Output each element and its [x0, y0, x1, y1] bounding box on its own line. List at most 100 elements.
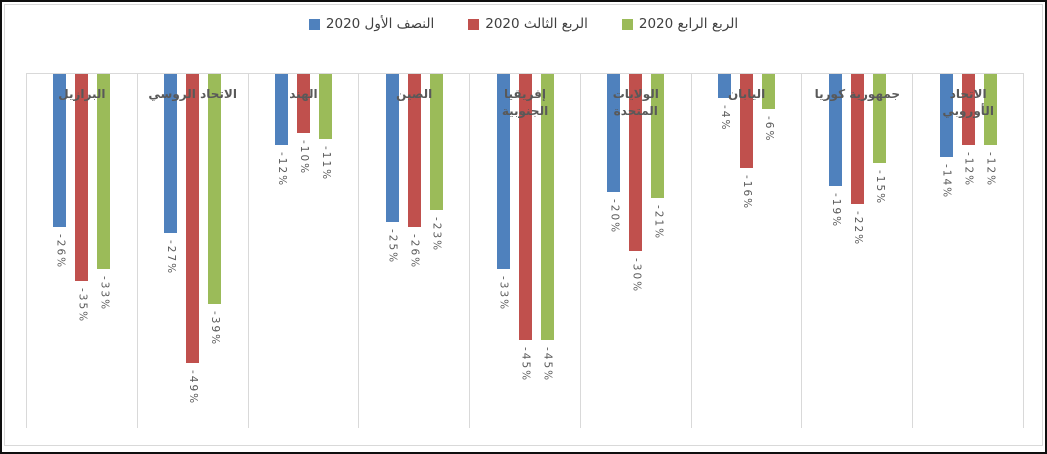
bar-value-label: -21% — [652, 205, 665, 241]
bar[interactable] — [186, 74, 200, 363]
legend-label: الربع الرابع 2020 — [638, 16, 739, 32]
bar-group: -22% — [850, 74, 864, 247]
bar-cluster: -25% -26% -23% — [359, 74, 469, 428]
category-label: الهند — [289, 87, 318, 101]
bar-cluster: -33% -45% -45% — [470, 74, 580, 428]
bar-group: -11% — [318, 74, 332, 182]
bar[interactable] — [828, 74, 842, 186]
legend-item-first-half-2020[interactable]: النصف الأول 2020 — [308, 16, 435, 32]
bar-value-label: -45% — [519, 347, 532, 383]
bar-group: -14% — [939, 74, 953, 200]
bar[interactable] — [607, 74, 621, 192]
bar-value-label: -19% — [829, 193, 842, 229]
category-panel: اليابان -4% -16% -6% — [690, 74, 802, 428]
legend-swatch-red-icon — [468, 18, 480, 30]
bar[interactable] — [385, 74, 399, 222]
bar[interactable] — [961, 74, 975, 145]
bar[interactable] — [208, 74, 222, 304]
bar-group: -45% — [518, 74, 532, 383]
plot-area: البرازيل -26% -35% -33% الاتحاد الروسي -27% -4… — [26, 73, 1025, 428]
bar[interactable] — [872, 74, 886, 163]
bar[interactable] — [629, 74, 643, 251]
bar[interactable] — [718, 74, 732, 98]
bar-group: -35% — [75, 74, 89, 324]
bar-value-label: -30% — [630, 258, 643, 294]
bar-value-label: -4% — [719, 105, 732, 132]
bar-value-label: -39% — [209, 311, 222, 347]
bar-value-label: -45% — [541, 347, 554, 383]
bar-value-label: -16% — [741, 175, 754, 211]
bar-group: -4% — [718, 74, 732, 132]
category-panel: الهند -12% -10% -11% — [247, 74, 359, 428]
bar-group: -6% — [762, 74, 776, 143]
bar-group: -26% — [407, 74, 421, 270]
category-label: جمهورية كوريا — [814, 87, 901, 101]
bar[interactable] — [518, 74, 532, 340]
bar[interactable] — [540, 74, 554, 340]
bar[interactable] — [296, 74, 310, 133]
bar-value-label: -33% — [497, 276, 510, 312]
legend-swatch-green-icon — [621, 18, 633, 30]
category-label: الاتحاد الأوروبي — [942, 87, 994, 118]
bar-group: -45% — [540, 74, 554, 383]
bar-cluster: -27% -49% -39% — [138, 74, 248, 428]
bar[interactable] — [496, 74, 510, 269]
bar-value-label: -20% — [608, 199, 621, 235]
bar[interactable] — [407, 74, 421, 227]
bar-value-label: -35% — [76, 288, 89, 324]
bar[interactable] — [740, 74, 754, 168]
bar-group: -39% — [208, 74, 222, 347]
bar-value-label: -26% — [408, 234, 421, 270]
bar-value-label: -22% — [851, 211, 864, 247]
legend-label: الربع الثالث 2020 — [485, 16, 588, 32]
bar[interactable] — [939, 74, 953, 157]
bar-value-label: -10% — [297, 140, 310, 176]
category-label: الولايات المتحدة — [612, 87, 659, 118]
chart-legend: النصف الأول 2020 الربع الثالث 2020 الربع… — [2, 16, 1045, 32]
bar[interactable] — [53, 74, 67, 227]
bar-value-label: -26% — [54, 234, 67, 270]
bar-group: -33% — [496, 74, 510, 312]
bar-value-label: -12% — [962, 152, 975, 188]
bar-value-label: -33% — [98, 276, 111, 312]
legend-label: النصف الأول 2020 — [325, 16, 435, 32]
bar-cluster: -12% -10% -11% — [249, 74, 359, 428]
legend-item-q4-2020[interactable]: الربع الرابع 2020 — [621, 16, 739, 32]
category-panel: الاتحاد الروسي -27% -49% -39% — [136, 74, 248, 428]
bar[interactable] — [164, 74, 178, 233]
category-label: إفريقيا الجنوبية — [501, 87, 549, 118]
bar-value-label: -14% — [940, 164, 953, 200]
bar-value-label: -27% — [165, 240, 178, 276]
bar-group: -19% — [828, 74, 842, 229]
bar-group: -23% — [429, 74, 443, 252]
category-panel: جمهورية كوريا -19% -22% -15% — [801, 74, 912, 428]
bar-cluster: -20% -30% -21% — [581, 74, 691, 428]
bar[interactable] — [429, 74, 443, 210]
bar[interactable] — [850, 74, 864, 204]
bar[interactable] — [983, 74, 997, 145]
bar[interactable] — [318, 74, 332, 139]
bar[interactable] — [97, 74, 111, 269]
bar[interactable] — [75, 74, 89, 281]
bar-value-label: -6% — [763, 116, 776, 143]
bar-group: -15% — [872, 74, 886, 206]
category-panel: إفريقيا الجنوبية -33% -45% -45% — [469, 74, 580, 428]
category-label: اليابان — [727, 87, 766, 101]
category-panel: الولايات المتحدة -20% -30% -21% — [579, 74, 691, 428]
legend-item-q3-2020[interactable]: الربع الثالث 2020 — [468, 16, 588, 32]
bar-group: -25% — [385, 74, 399, 265]
bar-value-label: -25% — [386, 229, 399, 265]
bar[interactable] — [651, 74, 665, 198]
bar-group: -16% — [740, 74, 754, 211]
bar-value-label: -11% — [319, 146, 332, 182]
bar-group: -12% — [274, 74, 288, 187]
bar[interactable] — [274, 74, 288, 145]
bar-value-label: -12% — [984, 152, 997, 188]
bar-cluster: -14% -12% -12% — [913, 74, 1023, 428]
category-panel: البرازيل -26% -35% -33% — [26, 74, 137, 428]
bar[interactable] — [762, 74, 776, 109]
bar-group: -33% — [97, 74, 111, 312]
bar-group: -20% — [607, 74, 621, 235]
bar-value-label: -15% — [873, 170, 886, 206]
bar-group: -27% — [164, 74, 178, 276]
